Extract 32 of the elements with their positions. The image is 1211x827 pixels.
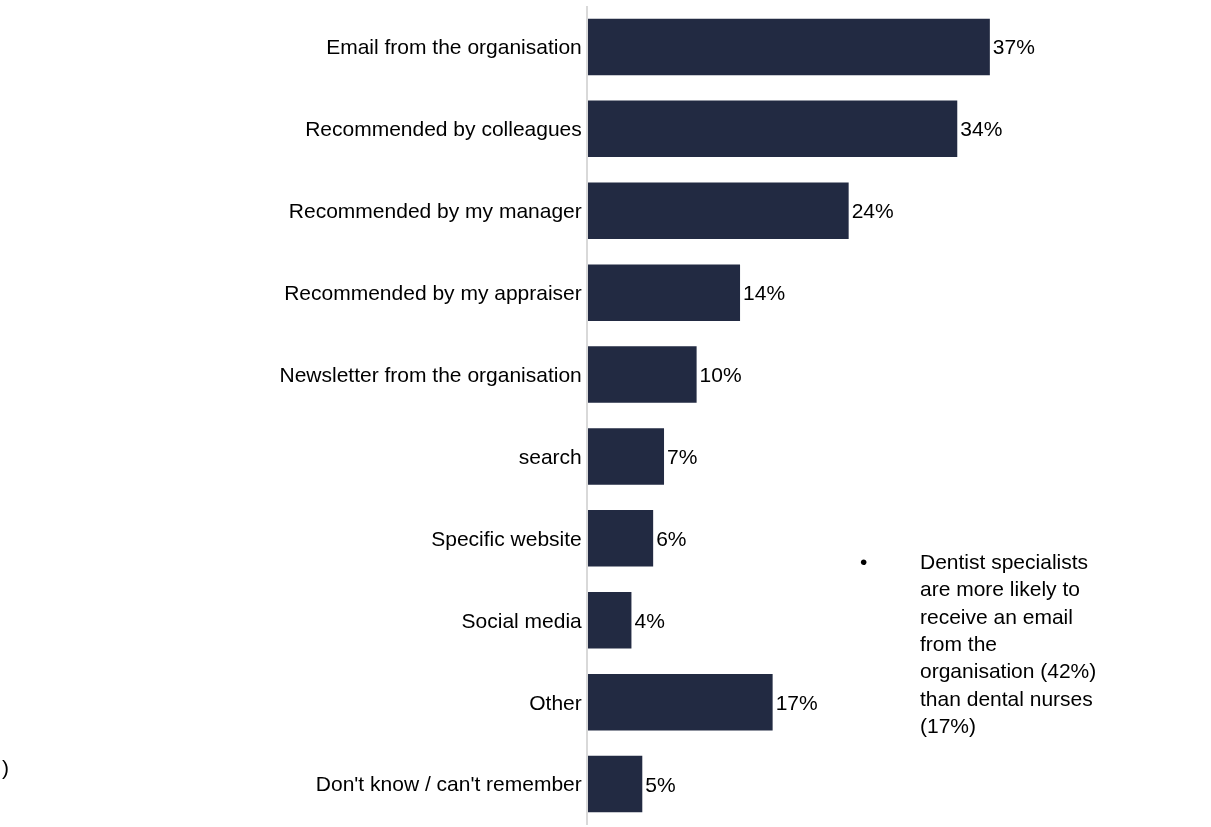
data-label: 37% [992, 35, 1035, 59]
y-tick-label: Social media [461, 608, 583, 632]
bar [588, 591, 632, 649]
text: • Dentist specialists are more likely to receive an email from the organisation (42%) than dental nurses (17%) [860, 550, 1097, 737]
y-tick-label: Recommended by my appraiser [284, 281, 582, 304]
bar [588, 755, 643, 813]
y-tick-label: Recommended by colleagues [305, 117, 582, 141]
bar [588, 346, 697, 403]
data-label: 5% [645, 772, 676, 796]
data-label: 6% [656, 526, 687, 550]
y-tick-label: search [518, 444, 582, 468]
data-label: 7% [667, 444, 698, 468]
bar [588, 428, 665, 485]
y-tick-label: Don't know / can't remember [315, 772, 582, 796]
y-tick-label: Recommended by my manager [288, 199, 582, 223]
data-label: 14% [743, 281, 786, 305]
bar [588, 264, 741, 321]
data-label: 34% [960, 117, 1003, 141]
bar [588, 18, 990, 76]
y-tick-label: Other [529, 690, 582, 714]
y-tick-label: Newsletter from the organisation [279, 362, 582, 386]
bar [588, 673, 773, 731]
bar [588, 100, 958, 158]
y-tick-label: Email from the organisation [326, 35, 582, 59]
data-label: 24% [851, 199, 894, 223]
bar [588, 182, 849, 240]
bar [588, 510, 654, 567]
y-tick-label: Specific website [431, 526, 582, 550]
data-label: 17% [775, 690, 818, 714]
data-label: 10% [699, 363, 742, 387]
text: ) [2, 756, 9, 779]
data-label: 4% [634, 608, 665, 632]
